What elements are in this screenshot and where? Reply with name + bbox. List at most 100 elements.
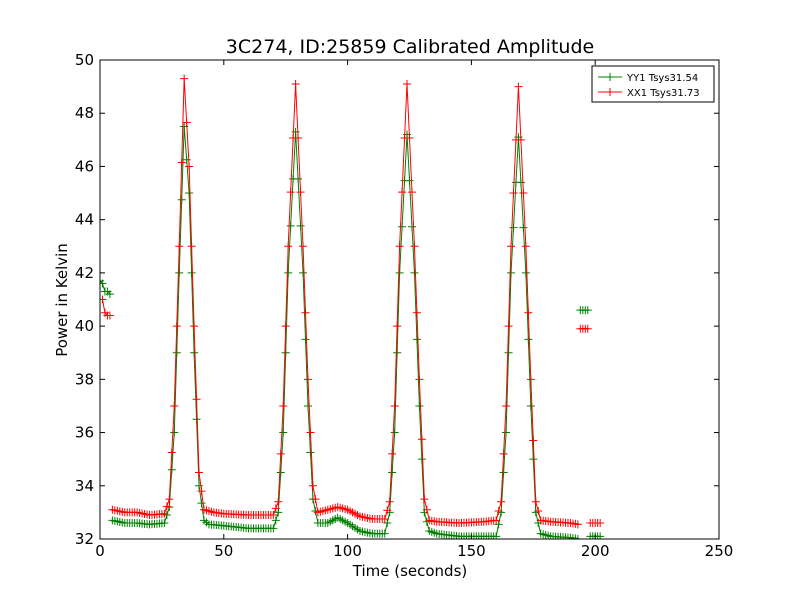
data-point xyxy=(407,188,416,197)
data-point xyxy=(524,308,533,317)
data-point xyxy=(177,158,186,167)
series-group xyxy=(100,74,605,539)
data-point xyxy=(100,295,107,304)
legend-item: YY1 Tsys31.54 xyxy=(598,73,698,84)
x-tick-label: 200 xyxy=(581,542,610,560)
y-tick-label: 50 xyxy=(75,51,94,69)
data-point xyxy=(534,507,543,516)
data-point xyxy=(403,79,412,88)
data-point xyxy=(393,348,402,357)
data-point xyxy=(422,505,431,514)
legend-label: XX1 Tsys31.73 xyxy=(627,88,700,99)
data-point xyxy=(509,223,518,232)
data-point xyxy=(529,455,538,464)
data-point xyxy=(306,428,315,437)
data-point xyxy=(412,335,421,344)
data-point xyxy=(175,242,184,251)
y-tick-label: 40 xyxy=(75,317,94,335)
data-point xyxy=(167,448,176,457)
y-tick-label: 44 xyxy=(75,211,94,229)
data-point xyxy=(405,176,414,185)
data-point xyxy=(529,436,538,445)
data-point xyxy=(573,520,582,529)
data-point xyxy=(497,497,506,506)
data-point xyxy=(509,189,518,198)
data-point xyxy=(281,322,290,331)
data-point xyxy=(167,465,176,474)
data-point xyxy=(195,481,204,490)
data-point xyxy=(499,468,508,477)
data-point xyxy=(507,242,516,251)
data-point xyxy=(274,497,283,506)
data-point xyxy=(284,268,293,277)
data-point xyxy=(294,174,303,183)
data-point xyxy=(395,242,404,251)
data-point xyxy=(395,268,404,277)
data-point xyxy=(187,242,196,251)
data-point xyxy=(494,507,503,516)
data-point xyxy=(303,375,312,384)
legend-label: YY1 Tsys31.54 xyxy=(626,73,698,84)
data-point xyxy=(284,242,293,251)
data-point xyxy=(296,188,305,197)
x-tick-label: 150 xyxy=(457,542,486,560)
y-tick-label: 48 xyxy=(75,104,94,122)
data-point xyxy=(502,428,511,437)
data-point xyxy=(407,222,416,231)
data-point xyxy=(299,242,308,251)
data-point xyxy=(162,502,171,511)
x-tick-label: 100 xyxy=(333,542,362,560)
data-point xyxy=(502,401,511,410)
y-tick-label: 32 xyxy=(75,530,94,548)
data-point xyxy=(410,242,419,251)
data-point xyxy=(596,519,605,528)
plot-frame xyxy=(99,59,720,540)
data-point xyxy=(192,395,201,404)
legend-marker xyxy=(606,88,614,96)
data-point xyxy=(398,222,407,231)
data-point xyxy=(100,279,107,288)
data-point xyxy=(269,524,278,533)
data-point xyxy=(492,516,501,525)
data-point xyxy=(417,435,426,444)
data-point xyxy=(269,511,278,520)
data-point xyxy=(385,497,394,506)
data-point xyxy=(507,268,516,277)
data-point xyxy=(279,401,288,410)
data-point xyxy=(388,468,397,477)
data-point xyxy=(526,375,535,384)
data-point xyxy=(308,481,317,490)
data-point xyxy=(390,428,399,437)
y-axis: 32 34 36 38 40 42 44 46 48 50 xyxy=(75,51,719,548)
data-point xyxy=(596,532,605,539)
data-point xyxy=(410,268,419,277)
data-point xyxy=(296,221,305,230)
data-point xyxy=(197,487,206,496)
data-point xyxy=(172,348,181,357)
y-axis-label: Power in Kelvin xyxy=(53,243,71,357)
data-point xyxy=(291,79,300,88)
data-point xyxy=(177,195,186,204)
data-point xyxy=(195,468,204,477)
data-point xyxy=(276,449,285,458)
data-point xyxy=(190,348,199,357)
data-point xyxy=(286,221,295,230)
legend: YY1 Tsys31.54 XX1 Tsys31.73 xyxy=(591,65,715,103)
data-point xyxy=(172,322,181,331)
data-point xyxy=(398,188,407,197)
data-point xyxy=(521,242,530,251)
data-point xyxy=(276,468,285,477)
data-point xyxy=(519,189,528,198)
plot-area xyxy=(99,59,720,540)
data-point xyxy=(380,515,389,524)
data-point xyxy=(311,495,320,504)
data-point xyxy=(185,162,194,171)
data-point xyxy=(160,519,169,528)
data-point xyxy=(180,74,189,83)
x-tick-label: 50 xyxy=(214,542,233,560)
data-point xyxy=(281,348,290,357)
y-tick-label: 38 xyxy=(75,370,94,388)
data-point xyxy=(192,415,201,424)
x-axis-label: Time (seconds) xyxy=(352,562,468,580)
data-point xyxy=(417,455,426,464)
